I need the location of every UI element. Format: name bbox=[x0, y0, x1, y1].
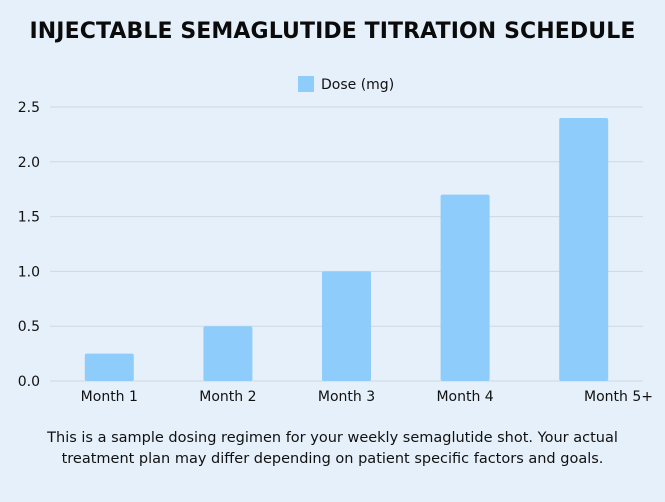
bar-month-1 bbox=[84, 353, 134, 381]
caption-line-1: This is a sample dosing regimen for your… bbox=[47, 430, 618, 446]
legend-label: Dose (mg) bbox=[321, 77, 394, 93]
bar-month-4 bbox=[440, 194, 490, 381]
legend-swatch bbox=[298, 76, 314, 92]
x-tick-label: Month 4 bbox=[436, 389, 493, 405]
bar-month-2 bbox=[203, 326, 253, 381]
y-tick-label: 2.5 bbox=[18, 100, 40, 116]
chart-title: INJECTABLE SEMAGLUTIDE TITRATION SCHEDUL… bbox=[29, 19, 636, 44]
y-tick-label: 1.5 bbox=[18, 210, 40, 226]
disclaimer-caption: This is a sample dosing regimen for your… bbox=[0, 428, 665, 470]
caption-line-2: treatment plan may differ depending on p… bbox=[61, 451, 604, 467]
x-axis-ticks: Month 1 Month 2 Month 3 Month 4 Month 5+ bbox=[81, 389, 653, 405]
y-axis-ticks: 0.0 0.5 1.0 1.5 2.0 2.5 bbox=[18, 100, 40, 390]
y-tick-label: 0.0 bbox=[18, 374, 40, 390]
x-tick-label: Month 5+ bbox=[584, 389, 653, 405]
bar-month-3 bbox=[322, 271, 371, 381]
x-tick-label: Month 2 bbox=[199, 389, 256, 405]
x-tick-label: Month 1 bbox=[81, 389, 138, 405]
dose-bar-chart: 0.0 0.5 1.0 1.5 2.0 2.5 Month 1 Month 2 Month 3… bbox=[18, 76, 653, 405]
y-tick-label: 0.5 bbox=[18, 319, 40, 335]
y-tick-label: 1.0 bbox=[18, 264, 40, 280]
bar-month-5 bbox=[559, 117, 609, 382]
legend: Dose (mg) bbox=[298, 76, 394, 93]
bars bbox=[84, 117, 609, 382]
y-tick-label: 2.0 bbox=[18, 155, 40, 171]
x-tick-label: Month 3 bbox=[318, 389, 375, 405]
